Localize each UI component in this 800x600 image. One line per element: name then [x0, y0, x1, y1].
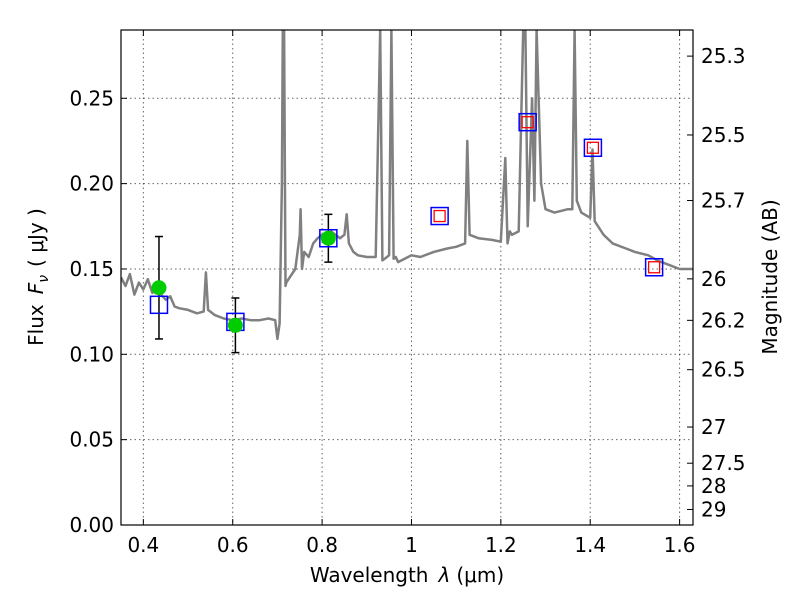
- x-tick-label: 1: [405, 533, 418, 557]
- y-tick-label: 0.25: [69, 86, 114, 110]
- model-box-marker: [319, 228, 338, 248]
- y2-tick-label: 25.5: [701, 123, 746, 147]
- y-tick-label: 0.15: [69, 257, 114, 281]
- predicted-box-marker: [647, 261, 661, 274]
- y-tick-label: 0.05: [69, 428, 114, 452]
- y-axis-label: FluxFν( μJy ): [24, 208, 52, 346]
- model-box-marker: [644, 258, 664, 277]
- y2-tick-label: 26: [701, 267, 726, 291]
- predicted-box-marker: [521, 116, 534, 129]
- photometry-point: [227, 317, 243, 333]
- sed-model-line: [121, 30, 693, 341]
- photometry-point: [151, 280, 167, 296]
- model-box-marker: [149, 295, 169, 315]
- x-axis-label: Wavelength λ (μm): [310, 563, 504, 587]
- y2-tick-label: 27.5: [701, 451, 746, 475]
- model-box-marker: [518, 112, 537, 132]
- model-box-marker: [583, 138, 603, 158]
- y2-axis-label: Magnitude (AB): [758, 199, 782, 354]
- grid: [121, 30, 693, 526]
- photometry-point: [320, 230, 336, 246]
- y2-tick-label: 26.2: [701, 308, 746, 332]
- axis-ticks: 0.4 0.6 0.8 1 1.2 1.4 1.6 0.00 0.05 0.10 0.15 0.20 0…: [69, 30, 746, 557]
- y2-tick-label: 26.5: [701, 358, 746, 382]
- y2-tick-label: 27: [701, 415, 726, 439]
- x-tick-label: 1.4: [574, 533, 606, 557]
- y2-tick-label: 25.7: [701, 189, 746, 213]
- x-tick-label: 0.8: [306, 533, 338, 557]
- x-tick-label: 1.6: [664, 533, 696, 557]
- y2-tick-label: 28: [701, 474, 726, 498]
- plot-area: [121, 30, 693, 354]
- x-tick-label: 1.2: [485, 533, 517, 557]
- y2-tick-label: 25.3: [701, 44, 746, 68]
- x-tick-label: 0.4: [127, 533, 159, 557]
- y-tick-label: 0.20: [69, 172, 114, 196]
- predicted-box-marker: [586, 141, 600, 154]
- y2-tick-label: 29: [701, 497, 726, 521]
- plot-frame: [120, 29, 694, 526]
- x-tick-label: 0.6: [217, 533, 249, 557]
- model-box-marker: [430, 206, 449, 226]
- predicted-box-marker: [433, 209, 446, 223]
- y-tick-label: 0.00: [69, 513, 114, 537]
- y-tick-label: 0.10: [69, 342, 114, 366]
